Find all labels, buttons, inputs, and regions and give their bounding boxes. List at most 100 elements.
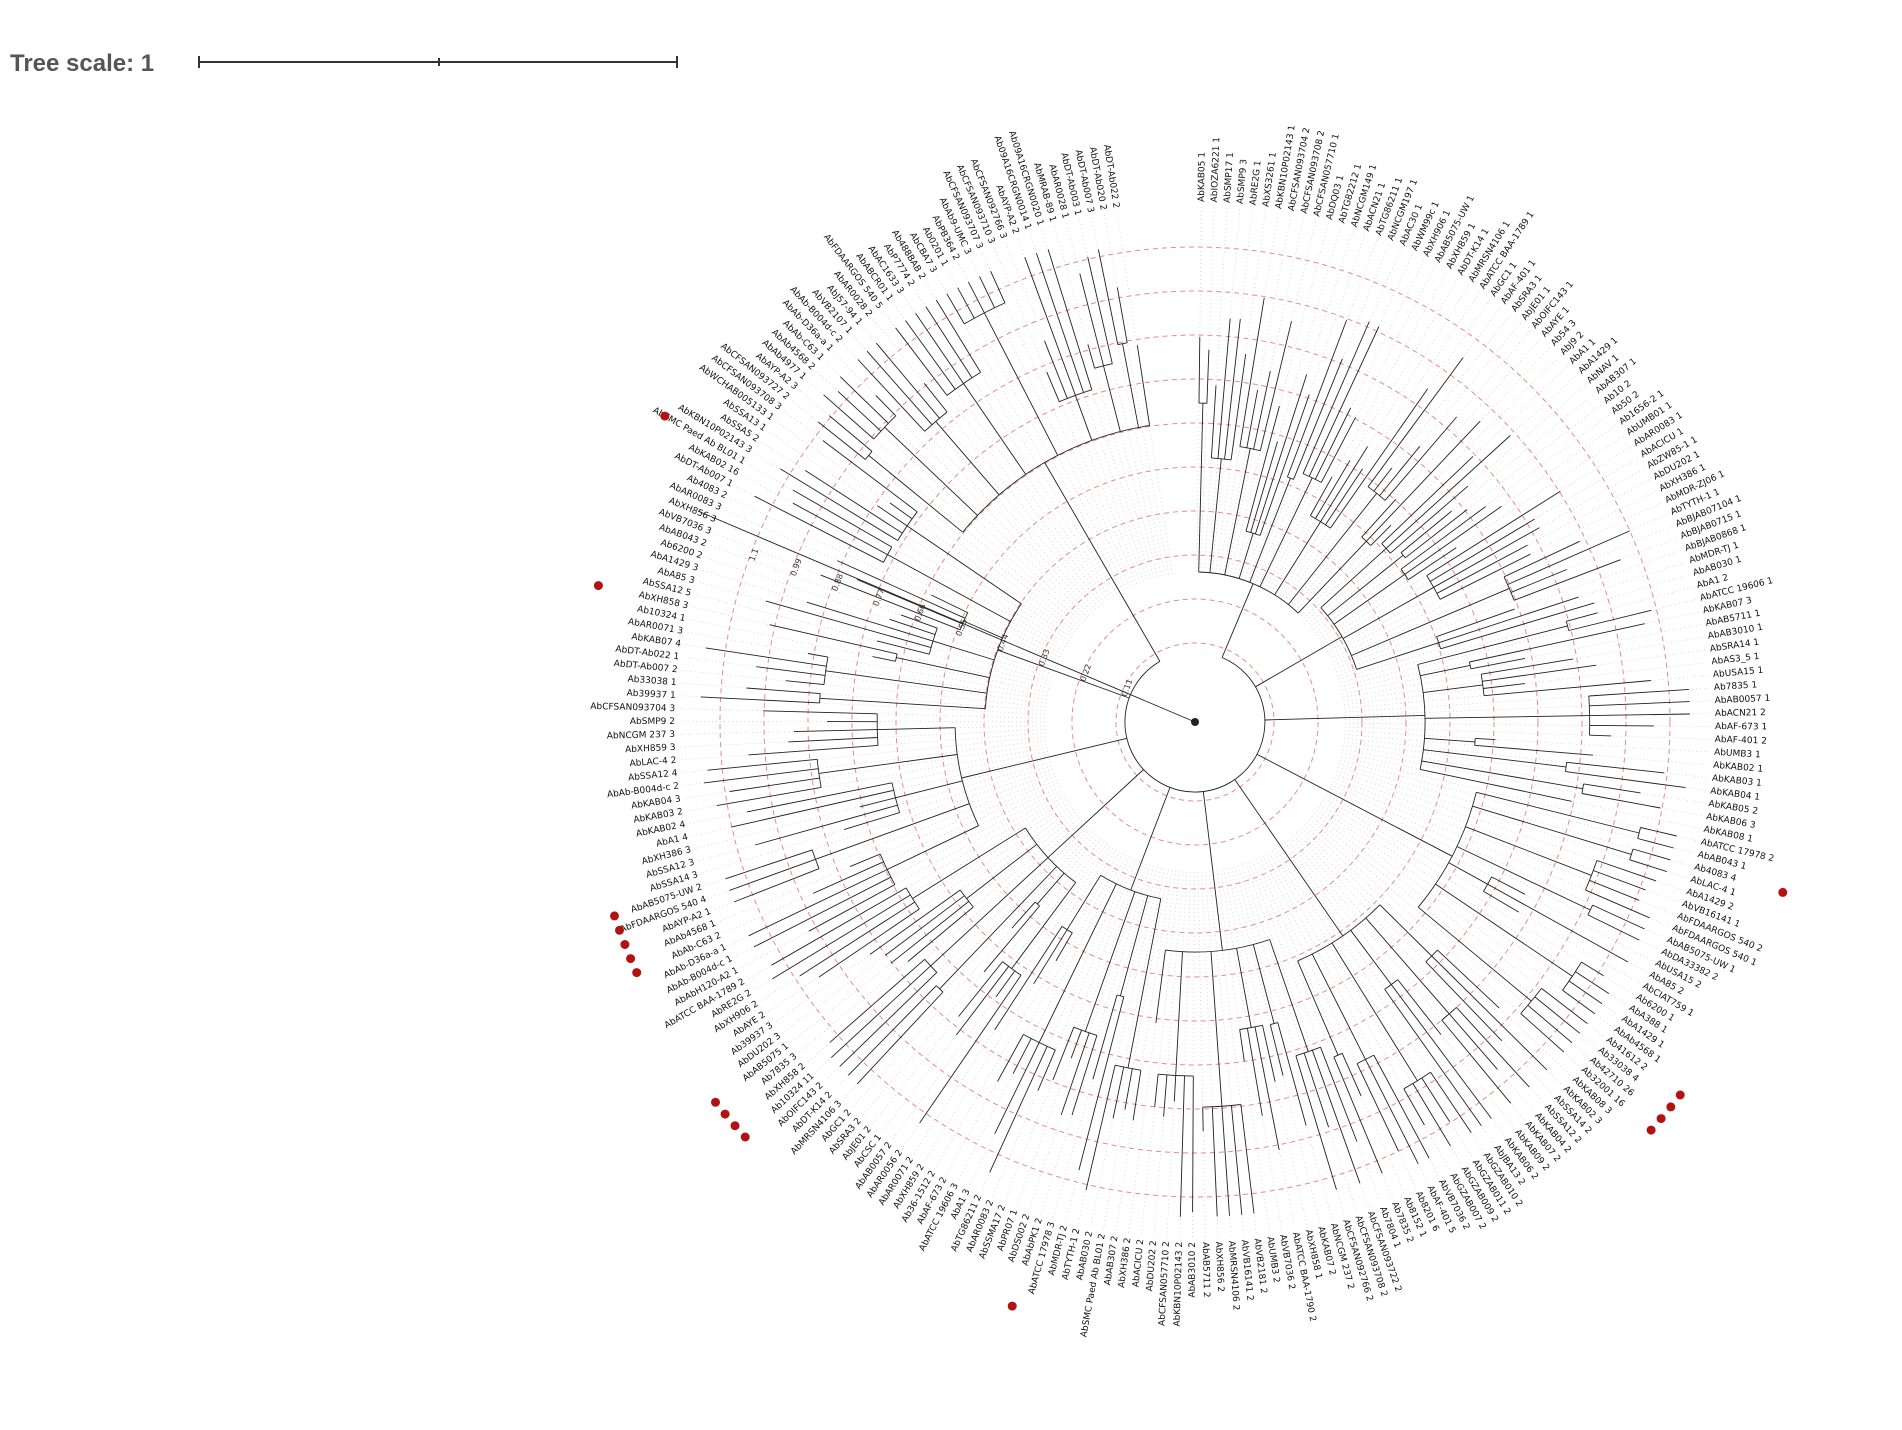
- tree-branch: [989, 1046, 1048, 1173]
- tree-branch: [1469, 623, 1645, 663]
- tree-branch: [780, 468, 898, 541]
- tree-branch: [1408, 547, 1457, 580]
- tree-branch: [793, 729, 878, 733]
- tree-branch: [1293, 358, 1343, 480]
- leaf-label: AbKBN10P02143 2: [1173, 1242, 1186, 1327]
- leaf-guide-line: [1005, 241, 1141, 583]
- leaf-guide-line: [1341, 752, 1700, 829]
- leaf-label: AbNCGM 237 3: [607, 730, 675, 742]
- tree-branch: [1487, 883, 1629, 963]
- tree-branch: [1365, 917, 1450, 1015]
- tree-branch: [1286, 319, 1348, 478]
- leaf-guide-line: [1303, 365, 1569, 619]
- leaf-guide-line: [1310, 394, 1594, 628]
- highlight-marker: [615, 925, 624, 935]
- tree-branch: [1470, 657, 1526, 670]
- tree-branch: [1365, 1059, 1419, 1165]
- leaf-label: AbRE2G 1: [1249, 160, 1264, 206]
- tree-branch: [884, 426, 978, 516]
- tree-branch: [990, 271, 1006, 304]
- leaf-guide-line: [1298, 829, 1554, 1095]
- tree-branch: [912, 827, 1026, 899]
- tree-branch: [1431, 955, 1548, 1071]
- tree-branch: [1423, 684, 1483, 694]
- leaf-guide-line: [729, 497, 1060, 658]
- tree-branch: [1092, 994, 1118, 1080]
- tree-branch: [772, 894, 911, 980]
- tree-branch: [1566, 761, 1665, 774]
- leaf-guide-line: [872, 318, 1102, 605]
- leaf-guide-line: [1153, 871, 1184, 1237]
- highlight-markers: [593, 411, 1788, 1311]
- tree-branch: [1333, 1052, 1343, 1058]
- tree-branch: [1587, 914, 1640, 941]
- tree-branch: [1632, 848, 1671, 861]
- leaf-label: AbSMP9 2: [630, 717, 675, 727]
- tree-branch: [1437, 949, 1500, 1009]
- tree-branch: [829, 415, 873, 452]
- leaf-label: AbXH859 3: [625, 743, 676, 755]
- tree-branch: [1254, 374, 1308, 535]
- tree-branch: [1417, 664, 1426, 770]
- tree-branch: [1430, 1071, 1472, 1133]
- leaf-guide-line: [1324, 797, 1641, 984]
- leaf-guide-line: [1339, 763, 1691, 866]
- tree-branch: [1351, 587, 1510, 656]
- tree-branch: [1246, 1028, 1263, 1116]
- tree-branch: [1527, 1004, 1573, 1044]
- tree-branch: [1640, 827, 1677, 837]
- leaf-guide-line: [694, 594, 1050, 686]
- leaf-guide-line: [724, 783, 1059, 934]
- tree-branch: [1116, 287, 1128, 343]
- leaf-label: AbUMB3 1: [1714, 748, 1761, 761]
- tree-branch: [1073, 1026, 1098, 1036]
- tree-scale-tick-end: [676, 56, 678, 68]
- tree-branch: [869, 889, 961, 955]
- tree-branch: [762, 710, 878, 715]
- distance-ring: [939, 466, 1451, 978]
- tree-branch: [1308, 326, 1380, 477]
- tree-branch: [1262, 1025, 1276, 1082]
- leaf-label: AbAB3010 2: [1188, 1242, 1198, 1298]
- tree-branch: [1155, 1001, 1160, 1023]
- tree-branch: [856, 991, 944, 1085]
- tree-branch: [847, 985, 937, 1076]
- ring-value-label: 0.66: [913, 603, 928, 623]
- leaf-label: AbAF-673 1: [1715, 722, 1767, 732]
- leaf-guide-line: [1344, 734, 1710, 766]
- tree-branch: [865, 451, 873, 460]
- tree-branch: [897, 511, 918, 541]
- tree-branch: [877, 505, 908, 527]
- tree-scale: Tree scale: 1: [10, 44, 690, 84]
- tree-branch: [1209, 458, 1222, 573]
- tree-branch: [1465, 826, 1592, 876]
- tree-branch: [1438, 596, 1579, 644]
- tree-branch: [968, 281, 985, 314]
- tree-branch: [1011, 882, 1077, 969]
- tree-branch: [889, 502, 913, 520]
- tree-branch: [958, 961, 1003, 1017]
- tree-branch: [1320, 548, 1387, 609]
- leaf-guide-line: [1340, 759, 1695, 854]
- leaf-label: AbMRSN4106 2: [1226, 1240, 1241, 1310]
- ring-value-label: 0.88: [830, 573, 845, 593]
- leaf-guide-line: [767, 805, 1072, 1012]
- tree-branch: [964, 302, 1006, 325]
- leaf-guide-line: [1267, 271, 1448, 592]
- tree-branch: [1173, 1075, 1177, 1102]
- tree-branch: [1314, 407, 1352, 480]
- tree-branch: [1384, 989, 1482, 1126]
- tree-branch: [1356, 1054, 1375, 1065]
- tree-branch: [1259, 394, 1310, 536]
- tree-branch: [1426, 575, 1441, 600]
- leaf-guide-line: [724, 509, 1059, 661]
- tree-branch: [1297, 540, 1367, 614]
- tree-branch: [872, 656, 896, 662]
- tree-branch: [1119, 895, 1149, 997]
- tree-branch: [1198, 403, 1204, 573]
- tree-branch: [1035, 252, 1084, 393]
- tree-branch: [1581, 961, 1604, 977]
- tree-branch: [1117, 342, 1128, 346]
- tree-branch: [925, 306, 973, 379]
- ring-value-label: 0.77: [872, 588, 887, 608]
